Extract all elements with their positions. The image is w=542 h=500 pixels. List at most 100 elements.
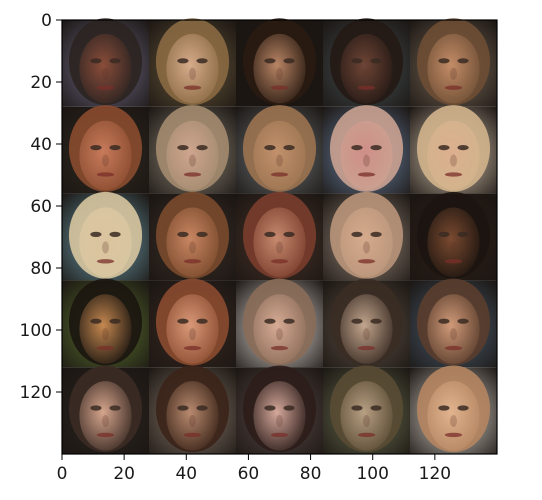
x-tick-label: 120 <box>419 464 451 484</box>
face-cell <box>323 191 410 281</box>
nose-shape <box>450 154 457 167</box>
nose-shape <box>363 154 370 167</box>
nose-shape <box>276 328 283 341</box>
right-eye <box>457 405 469 411</box>
face-shape <box>427 294 480 364</box>
y-tick-label: 0 <box>41 11 52 31</box>
right-eye <box>196 318 208 324</box>
image-cells <box>62 18 497 454</box>
face-cell <box>323 365 410 454</box>
y-tick-label: 100 <box>20 321 52 341</box>
mouth-shape <box>444 345 463 351</box>
nose-shape <box>189 154 196 167</box>
right-eye <box>109 144 121 151</box>
nose-shape <box>102 241 109 254</box>
face-cell <box>149 191 236 281</box>
left-eye <box>177 58 189 64</box>
face-shape <box>340 120 393 191</box>
right-eye <box>283 405 295 411</box>
mouth-shape <box>96 432 115 438</box>
face-cell <box>323 105 410 194</box>
nose-shape <box>363 241 370 254</box>
nose-shape <box>363 328 370 341</box>
y-tick-label: 120 <box>20 383 52 403</box>
right-eye <box>196 231 208 237</box>
right-eye <box>370 318 382 324</box>
left-eye <box>264 58 276 64</box>
right-eye <box>109 405 121 411</box>
left-eye <box>177 144 189 151</box>
left-eye <box>90 405 102 411</box>
mouth-shape <box>270 172 289 177</box>
face-cell <box>236 105 323 194</box>
left-eye <box>177 231 189 237</box>
right-eye <box>370 144 382 151</box>
left-eye <box>264 144 276 151</box>
x-tick-label: 20 <box>113 464 135 484</box>
nose-shape <box>189 328 196 341</box>
x-tick-label: 60 <box>238 464 260 484</box>
mouth-shape <box>183 432 202 438</box>
x-tick-label: 100 <box>356 464 388 484</box>
mouth-shape <box>270 259 289 264</box>
face-shape <box>427 381 480 451</box>
mouth-shape <box>183 259 202 264</box>
face-shape <box>340 381 393 451</box>
face-shape <box>79 207 132 277</box>
left-eye <box>90 144 102 151</box>
mouth-shape <box>444 172 463 177</box>
nose-shape <box>363 67 370 80</box>
face-shape <box>79 381 132 451</box>
mouth-shape <box>357 345 376 351</box>
face-cell <box>149 105 236 194</box>
face-shape <box>79 33 132 104</box>
left-eye <box>90 58 102 64</box>
right-eye <box>283 318 295 324</box>
nose-shape <box>189 414 196 428</box>
left-eye <box>438 231 450 237</box>
face-cell <box>236 365 323 454</box>
left-eye <box>351 318 363 324</box>
mouth-shape <box>357 259 376 264</box>
right-eye <box>283 144 295 151</box>
nose-shape <box>276 67 283 80</box>
face-shape <box>253 120 306 191</box>
mouth-shape <box>96 259 115 264</box>
left-eye <box>264 405 276 411</box>
left-eye <box>90 231 102 237</box>
left-eye <box>177 405 189 411</box>
mouth-shape <box>183 172 202 177</box>
right-eye <box>457 231 469 237</box>
right-eye <box>196 144 208 151</box>
face-cell <box>62 191 149 281</box>
left-eye <box>351 144 363 151</box>
mouth-shape <box>96 85 115 90</box>
right-eye <box>196 58 208 64</box>
right-eye <box>457 144 469 151</box>
face-shape <box>166 207 219 277</box>
right-eye <box>370 231 382 237</box>
x-tick-label: 0 <box>57 464 68 484</box>
mouth-shape <box>270 85 289 90</box>
mouth-shape <box>96 345 115 351</box>
face-cell <box>62 278 149 368</box>
face-shape <box>427 33 480 104</box>
right-eye <box>196 405 208 411</box>
left-eye <box>438 318 450 324</box>
axes-frame <box>61 19 498 455</box>
face-shape <box>340 294 393 364</box>
y-tick-label: 40 <box>30 135 52 155</box>
nose-shape <box>102 154 109 167</box>
y-axis: 0 20 40 60 80 100 120 <box>20 11 62 403</box>
nose-shape <box>363 414 370 428</box>
right-eye <box>457 318 469 324</box>
face-shape <box>166 294 219 364</box>
face-cell <box>149 365 236 454</box>
x-tick-label: 80 <box>300 464 322 484</box>
left-eye <box>264 318 276 324</box>
face-shape <box>253 207 306 277</box>
left-eye <box>438 405 450 411</box>
mouth-shape <box>444 259 463 264</box>
